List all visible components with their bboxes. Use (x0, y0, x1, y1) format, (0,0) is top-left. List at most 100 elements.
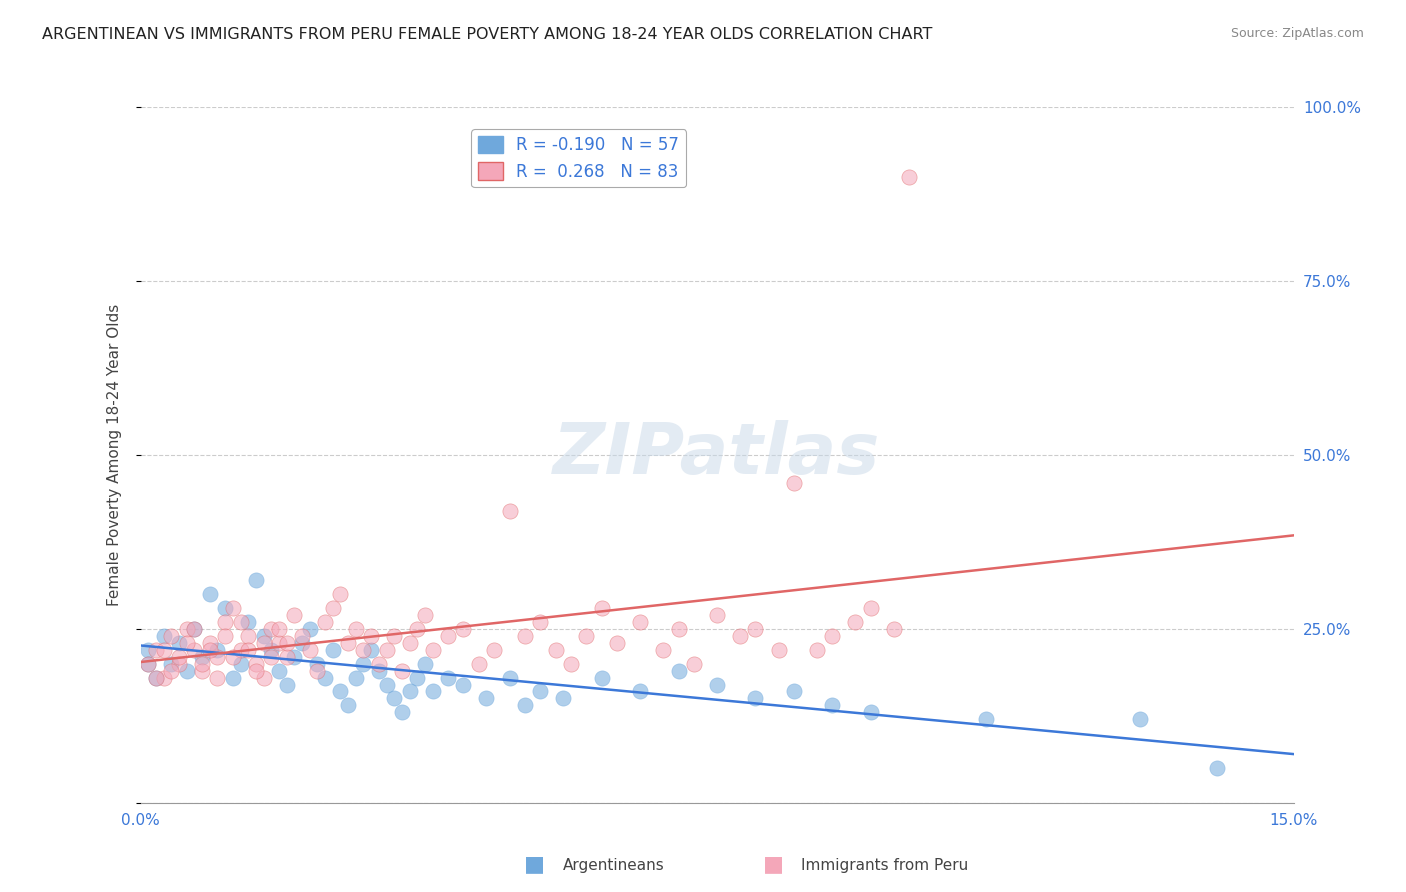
Point (214, 629, 236, 643)
Point (291, 636, 314, 650)
Point (606, 636, 628, 650)
Point (283, 607, 305, 622)
Point (367, 657, 389, 671)
Point (437, 671, 460, 685)
Point (329, 684, 352, 698)
Point (136, 642, 159, 657)
Point (437, 629, 460, 643)
Point (353, 657, 375, 671)
Point (260, 622, 283, 636)
Point (859, 601, 882, 615)
Point (360, 629, 382, 643)
Point (276, 677, 298, 691)
Point (1205, 761, 1227, 775)
Point (560, 657, 582, 671)
Point (160, 664, 183, 678)
Point (337, 636, 360, 650)
Point (513, 698, 536, 713)
Point (245, 573, 267, 587)
Point (768, 642, 790, 657)
Point (222, 671, 245, 685)
Point (267, 622, 290, 636)
Point (252, 636, 274, 650)
Point (513, 629, 536, 643)
Point (291, 629, 314, 643)
Point (391, 706, 413, 720)
Point (314, 615, 336, 629)
Point (744, 691, 766, 706)
Point (267, 664, 290, 678)
Point (628, 615, 651, 629)
Point (453, 622, 475, 636)
Point (160, 629, 183, 643)
Point (821, 698, 844, 713)
Point (898, 169, 921, 184)
Point (468, 657, 491, 671)
Point (307, 664, 329, 678)
Point (152, 671, 174, 685)
Y-axis label: Female Poverty Among 18-24 Year Olds: Female Poverty Among 18-24 Year Olds (107, 304, 122, 606)
Point (276, 636, 298, 650)
Point (453, 677, 475, 691)
Point (668, 664, 690, 678)
Point (668, 622, 690, 636)
Point (883, 622, 905, 636)
Point (398, 684, 420, 698)
Point (145, 671, 167, 685)
Point (145, 671, 167, 685)
Point (398, 636, 420, 650)
Point (475, 691, 498, 706)
Point (267, 636, 290, 650)
Point (198, 642, 221, 657)
Point (245, 664, 267, 678)
Point (498, 503, 520, 517)
Point (783, 475, 806, 490)
Point (353, 642, 375, 657)
Point (482, 642, 505, 657)
Point (337, 698, 360, 713)
Text: ZIPatlas: ZIPatlas (554, 420, 880, 490)
Text: ■: ■ (763, 854, 783, 873)
Point (167, 636, 190, 650)
Point (229, 657, 252, 671)
Point (260, 649, 283, 664)
Point (628, 684, 651, 698)
Point (238, 629, 260, 643)
Point (498, 671, 520, 685)
Point (344, 671, 367, 685)
Point (744, 622, 766, 636)
Point (238, 642, 260, 657)
Point (859, 706, 882, 720)
Point (322, 601, 344, 615)
Point (214, 615, 236, 629)
Point (145, 642, 167, 657)
Point (728, 629, 751, 643)
Legend: R = -0.190   N = 57, R =  0.268   N = 83: R = -0.190 N = 57, R = 0.268 N = 83 (471, 129, 686, 187)
Point (591, 671, 613, 685)
Point (183, 642, 205, 657)
Point (183, 622, 205, 636)
Point (322, 642, 344, 657)
Text: ARGENTINEAN VS IMMIGRANTS FROM PERU FEMALE POVERTY AMONG 18-24 YEAR OLDS CORRELA: ARGENTINEAN VS IMMIGRANTS FROM PERU FEMA… (42, 27, 932, 42)
Point (329, 587, 352, 601)
Point (1129, 712, 1152, 726)
Point (375, 642, 398, 657)
Point (238, 615, 260, 629)
Point (413, 657, 436, 671)
Point (222, 601, 245, 615)
Point (529, 684, 551, 698)
Point (375, 677, 398, 691)
Point (652, 642, 675, 657)
Point (191, 649, 214, 664)
Point (974, 712, 997, 726)
Point (252, 671, 274, 685)
Point (207, 671, 229, 685)
Point (844, 615, 866, 629)
Point (176, 622, 198, 636)
Text: Source: ZipAtlas.com: Source: ZipAtlas.com (1230, 27, 1364, 40)
Point (683, 657, 706, 671)
Point (406, 671, 429, 685)
Point (276, 649, 298, 664)
Point (575, 629, 598, 643)
Point (382, 691, 405, 706)
